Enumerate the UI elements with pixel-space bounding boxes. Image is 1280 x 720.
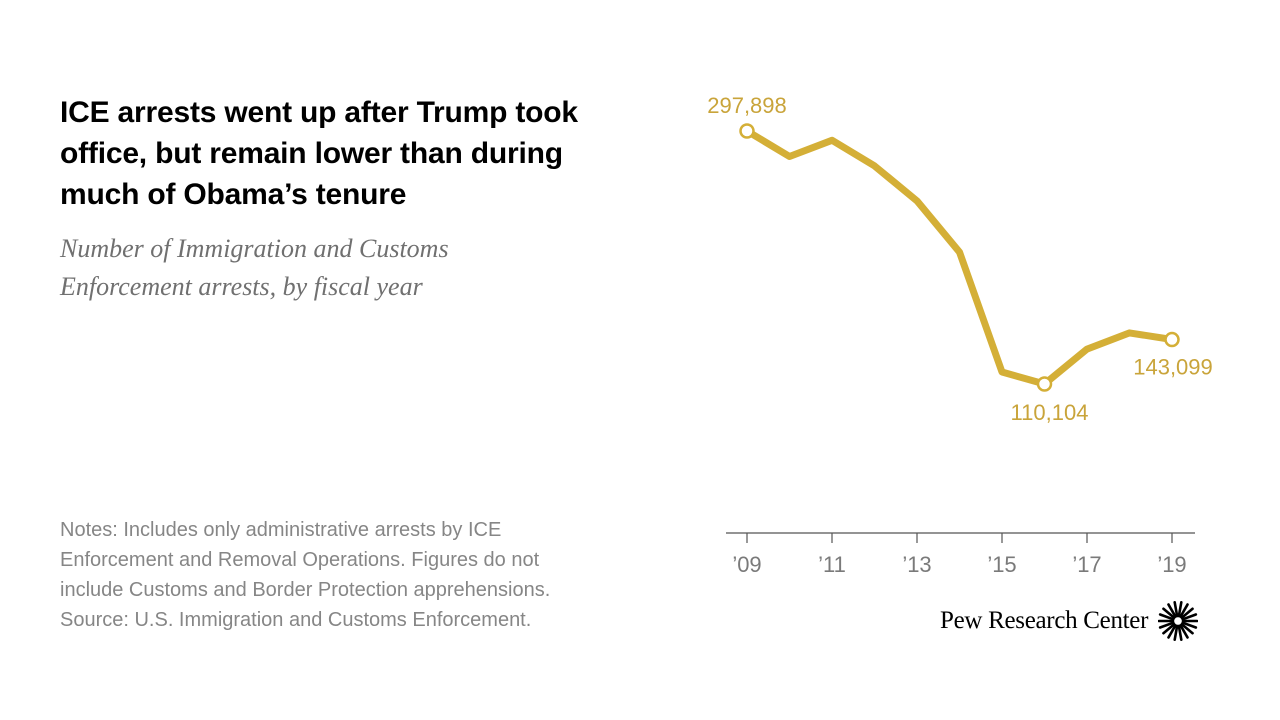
x-tick-label: ’13: [902, 552, 931, 577]
data-label: 297,898: [707, 93, 787, 118]
x-tick-label: ’19: [1157, 552, 1186, 577]
logo-ray: [1173, 601, 1179, 618]
pew-research-logo: Pew Research Center: [940, 601, 1199, 641]
logo-ray: [1181, 613, 1198, 621]
highlight-marker: [1164, 331, 1180, 348]
chart-title-line: office, but remain lower than during: [60, 137, 563, 170]
pew-sunburst-icon: [1158, 601, 1199, 641]
logo-ray: [1177, 624, 1183, 641]
data-label: 110,104: [1011, 400, 1089, 425]
logo-ray: [1167, 624, 1177, 639]
x-tick-label: ’09: [732, 552, 761, 577]
series-line: [743, 127, 1176, 388]
logo-ray: [1162, 622, 1176, 635]
chart-title-line: much of Obama’s tenure: [60, 178, 407, 211]
chart-subtitle-line: Number of Immigration and Customs: [60, 234, 449, 263]
logo-ray: [1158, 613, 1175, 621]
logo-ray: [1162, 607, 1176, 620]
x-tick-label: ’15: [987, 552, 1016, 577]
chart-notes: Notes: Includes only administrative arre…: [60, 515, 660, 635]
logo-ray: [1173, 624, 1179, 641]
logo-ray: [1179, 603, 1189, 618]
highlight-marker: [739, 123, 755, 139]
chart-subtitle-line: Enforcement arrests, by fiscal year: [60, 272, 423, 301]
highlight-marker: [1036, 376, 1053, 392]
chart-title: ICE arrests went up after Trump took off…: [60, 92, 660, 215]
logo-ray: [1181, 621, 1198, 629]
data-label: 143,099: [1133, 355, 1213, 380]
logo-ray: [1158, 621, 1175, 629]
chart-title-line: ICE arrests went up after Trump took: [60, 96, 578, 129]
x-tick-label: ’11: [818, 552, 846, 577]
logo-ray: [1167, 603, 1177, 618]
notes-line: Notes: Includes only administrative arre…: [60, 519, 502, 541]
x-tick-label: ’17: [1072, 552, 1101, 577]
notes-line: Enforcement and Removal Operations. Figu…: [60, 549, 540, 571]
brand-name: Pew Research Center: [940, 607, 1149, 634]
logo-ray: [1180, 607, 1194, 620]
logo-ray: [1180, 622, 1194, 635]
notes-line: include Customs and Border Protection ap…: [60, 579, 551, 601]
chart-subtitle: Number of Immigration and Customs Enforc…: [60, 230, 580, 306]
logo-ray: [1177, 601, 1183, 618]
logo-ray: [1179, 624, 1189, 639]
source-line: Source: U.S. Immigration and Customs Enf…: [60, 609, 532, 631]
